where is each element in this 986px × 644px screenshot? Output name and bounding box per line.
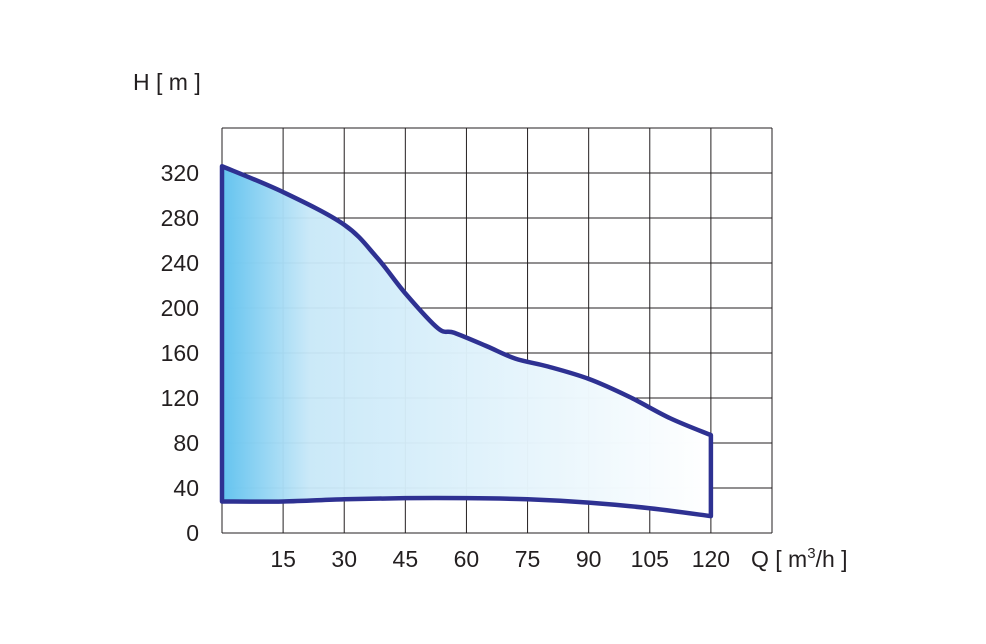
x-axis-label-suffix: /h ] <box>816 546 848 572</box>
operating-range-outline <box>219 164 714 519</box>
operating-range-area <box>222 166 711 517</box>
x-axis-label-prefix: Q [ m <box>751 546 807 572</box>
y-tick-label: 120 <box>161 385 199 411</box>
x-tick-label: 45 <box>393 546 419 572</box>
x-axis-label: Q [ m3/h ] <box>751 545 848 572</box>
x-tick-label: 60 <box>454 546 480 572</box>
x-axis-label-superscript: 3 <box>807 545 815 562</box>
y-tick-label: 200 <box>161 295 199 321</box>
x-axis-ticks: 15 30 45 60 75 90 105 120 <box>270 546 730 572</box>
x-tick-label: 30 <box>331 546 357 572</box>
y-tick-label: 40 <box>173 475 199 501</box>
y-tick-label: 0 <box>186 520 199 546</box>
y-tick-label: 160 <box>161 340 199 366</box>
x-tick-label: 90 <box>576 546 602 572</box>
y-tick-label: 80 <box>173 430 199 456</box>
x-tick-label: 75 <box>515 546 541 572</box>
y-axis-label: H [ m ] <box>133 69 201 95</box>
x-tick-label: 105 <box>631 546 669 572</box>
y-tick-label: 280 <box>161 205 199 231</box>
y-tick-label: 320 <box>161 160 199 186</box>
y-tick-label: 240 <box>161 250 199 276</box>
x-tick-label: 15 <box>270 546 296 572</box>
y-axis-ticks: 0 40 80 120 160 200 240 280 320 <box>161 160 199 546</box>
x-tick-label: 120 <box>692 546 730 572</box>
